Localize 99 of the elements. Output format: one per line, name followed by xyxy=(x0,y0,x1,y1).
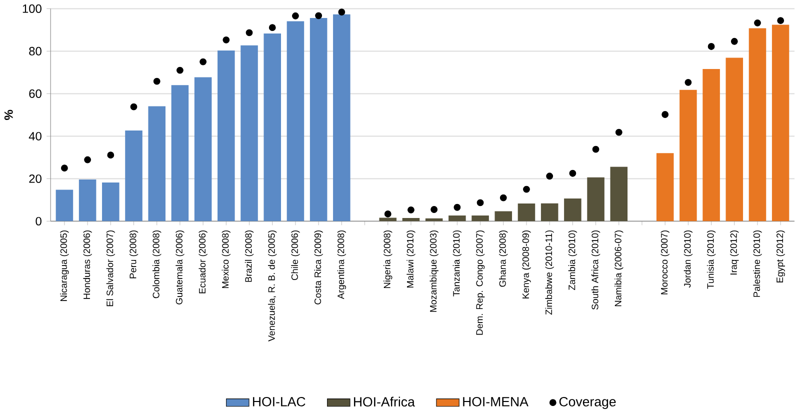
point xyxy=(777,17,784,24)
bar xyxy=(125,130,142,222)
x-tick-label: Egypt (2012) xyxy=(776,230,785,282)
x-tick-label: Honduras (2006) xyxy=(83,230,92,300)
point xyxy=(592,146,600,153)
bar xyxy=(610,166,628,222)
x-tick-label: Chile (2006) xyxy=(291,230,300,280)
x-tick-label: Morocco (2007) xyxy=(660,230,670,294)
bar xyxy=(726,58,744,222)
point xyxy=(315,12,322,20)
point xyxy=(569,170,576,177)
x-tick-label: Peru (2008) xyxy=(129,230,138,278)
y-tick-label: 20 xyxy=(29,174,42,184)
point xyxy=(454,204,461,211)
x-tick-label: Argentina (2008) xyxy=(337,230,346,300)
bar xyxy=(56,190,74,222)
bar xyxy=(286,21,304,222)
y-tick-label: 40 xyxy=(28,132,42,141)
legend-label: HOI-LAC xyxy=(253,397,306,407)
x-tick-label: Mexico (2008) xyxy=(222,230,230,288)
legend-label: HOI-MENA xyxy=(463,397,528,407)
x-tick-label: Zambia (2010) xyxy=(568,230,578,290)
y-tick-label: 80 xyxy=(29,47,42,56)
point xyxy=(292,12,299,20)
bar xyxy=(218,50,235,222)
point xyxy=(61,164,68,172)
x-tick-label: Costa Rica (2009) xyxy=(314,230,323,304)
bar xyxy=(310,18,328,222)
legend-label: Coverage xyxy=(559,397,616,410)
x-tick-label: Ghana (2008) xyxy=(499,230,508,287)
point xyxy=(754,20,761,26)
bar xyxy=(402,218,420,222)
x-tick-label: Colombia (2008) xyxy=(152,230,162,298)
bar xyxy=(78,180,96,222)
bar xyxy=(148,106,166,222)
x-tick-label: El Salvador (2007) xyxy=(106,230,115,306)
bar xyxy=(171,85,189,222)
point xyxy=(176,66,184,74)
x-tick-label: South Africa (2010) xyxy=(591,230,600,310)
x-tick-label: Zimbabwe (2010-11) xyxy=(545,230,554,315)
point xyxy=(200,58,207,66)
bar xyxy=(518,204,536,222)
point xyxy=(615,129,622,136)
point xyxy=(153,78,160,85)
point xyxy=(338,8,346,16)
point xyxy=(662,111,669,118)
bar xyxy=(333,14,350,222)
point xyxy=(430,206,438,214)
bar xyxy=(702,69,720,222)
point xyxy=(684,79,692,86)
x-tick-label: Palestine (2010) xyxy=(753,230,762,297)
bar xyxy=(564,198,582,222)
point xyxy=(384,210,392,218)
point xyxy=(130,104,138,110)
x-tick-label: Ecuador (2006) xyxy=(198,230,208,294)
legend-label: HOI-Africa xyxy=(354,396,415,407)
bar xyxy=(494,211,512,222)
bar xyxy=(680,90,697,222)
bar xyxy=(240,46,258,222)
point xyxy=(523,186,530,193)
bar xyxy=(748,28,766,222)
bar xyxy=(448,216,466,222)
point xyxy=(708,43,715,50)
bar xyxy=(587,178,604,222)
y-tick-label: 100 xyxy=(22,4,42,14)
bar xyxy=(656,153,674,222)
x-tick-label: Nicaragua (2005) xyxy=(60,230,69,302)
point xyxy=(222,36,230,44)
bar xyxy=(194,77,212,222)
point xyxy=(730,38,738,45)
x-tick-label: Guatemala (2006) xyxy=(176,230,184,304)
x-tick-label: Tanzania (2010) xyxy=(452,230,462,296)
x-tick-label: Kenya (2008-09) xyxy=(522,230,531,299)
point xyxy=(476,199,484,206)
y-tick-label: 60 xyxy=(29,90,42,98)
point xyxy=(546,172,554,180)
x-tick-label: Namibia (2006-07) xyxy=(614,230,624,306)
point xyxy=(500,194,507,202)
x-tick-label: Nigeria (2008) xyxy=(384,230,392,288)
point xyxy=(246,29,253,36)
x-tick-label: Venezuela, R. B. de (2005) xyxy=(268,230,277,342)
x-tick-label: Mozambique (2003) xyxy=(430,230,438,312)
x-tick-label: Jordan (2010) xyxy=(684,230,693,288)
bar xyxy=(472,216,489,222)
y-tick-label: 0 xyxy=(36,217,42,226)
bar xyxy=(102,182,120,222)
x-tick-label: Brazil (2008) xyxy=(244,230,254,282)
x-tick-label: Iraq (2012) xyxy=(730,230,739,275)
point xyxy=(107,152,114,159)
point xyxy=(408,206,414,214)
y-axis-title: % xyxy=(4,110,13,120)
point xyxy=(84,156,92,164)
x-tick-label: Tunisia (2010) xyxy=(706,230,716,289)
bar xyxy=(540,203,558,222)
bar xyxy=(772,24,790,222)
x-tick-label: Malawi (2010) xyxy=(406,230,416,288)
x-tick-label: Dem. Rep. Congo (2007) xyxy=(476,230,485,335)
point xyxy=(268,24,276,32)
bar xyxy=(264,34,282,222)
